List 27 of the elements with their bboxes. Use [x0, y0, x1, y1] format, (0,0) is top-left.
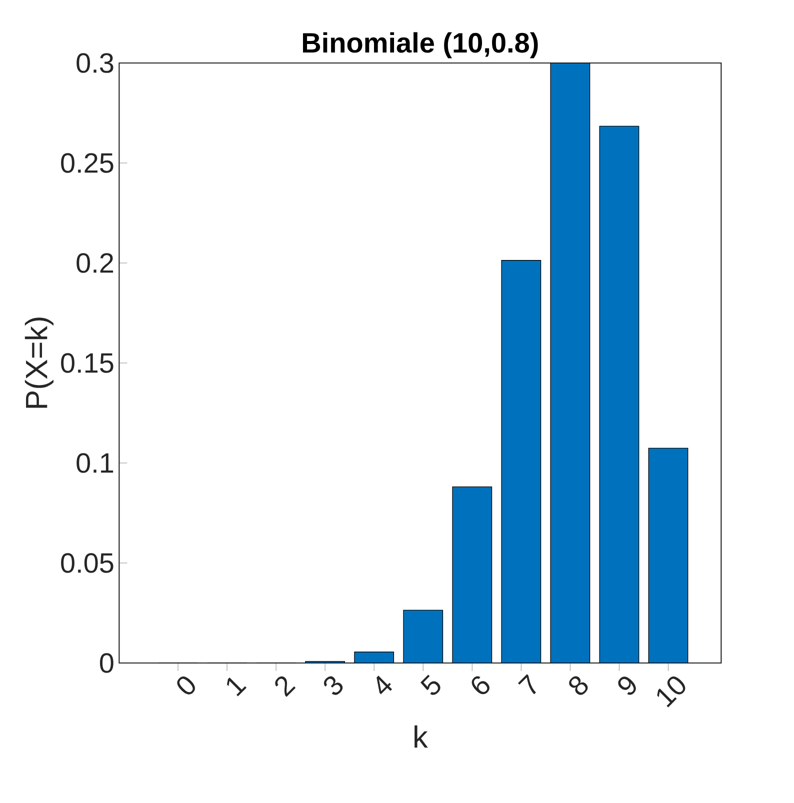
y-tick-label: 0.05 [61, 553, 114, 573]
x-tick-label: 7 [518, 674, 536, 694]
bar [502, 260, 541, 663]
x-tick-label: 5 [420, 674, 440, 695]
x-tick-label: 8 [569, 676, 588, 695]
x-tick-label: 10 [657, 676, 686, 708]
x-tick-label: 4 [376, 676, 392, 694]
x-tick-label: 9 [618, 676, 636, 695]
x-tick-label: 0 [177, 676, 195, 694]
bar [404, 610, 443, 663]
x-tick-label: 3 [324, 676, 343, 695]
x-tick-label: 6 [472, 676, 490, 694]
y-tick-label: 0.2 [76, 253, 114, 273]
bar [600, 126, 639, 663]
y-tick-label: 0.25 [61, 153, 114, 173]
bar [648, 448, 688, 663]
x-tick-label: 1 [226, 677, 246, 696]
y-tick-label: 0.3 [76, 53, 114, 73]
x-axis-title: k [414, 725, 428, 748]
y-axis-title: P(X=k) [24, 318, 54, 408]
y-tick-label: 0.15 [61, 353, 114, 373]
bar [550, 62, 590, 663]
bar [452, 486, 492, 663]
y-tick-label: 0.1 [76, 453, 114, 473]
chart-title: Binomiale (10,0.8) [303, 32, 538, 58]
y-tick-label: 0 [100, 653, 114, 673]
x-tick-label: 2 [275, 676, 296, 697]
